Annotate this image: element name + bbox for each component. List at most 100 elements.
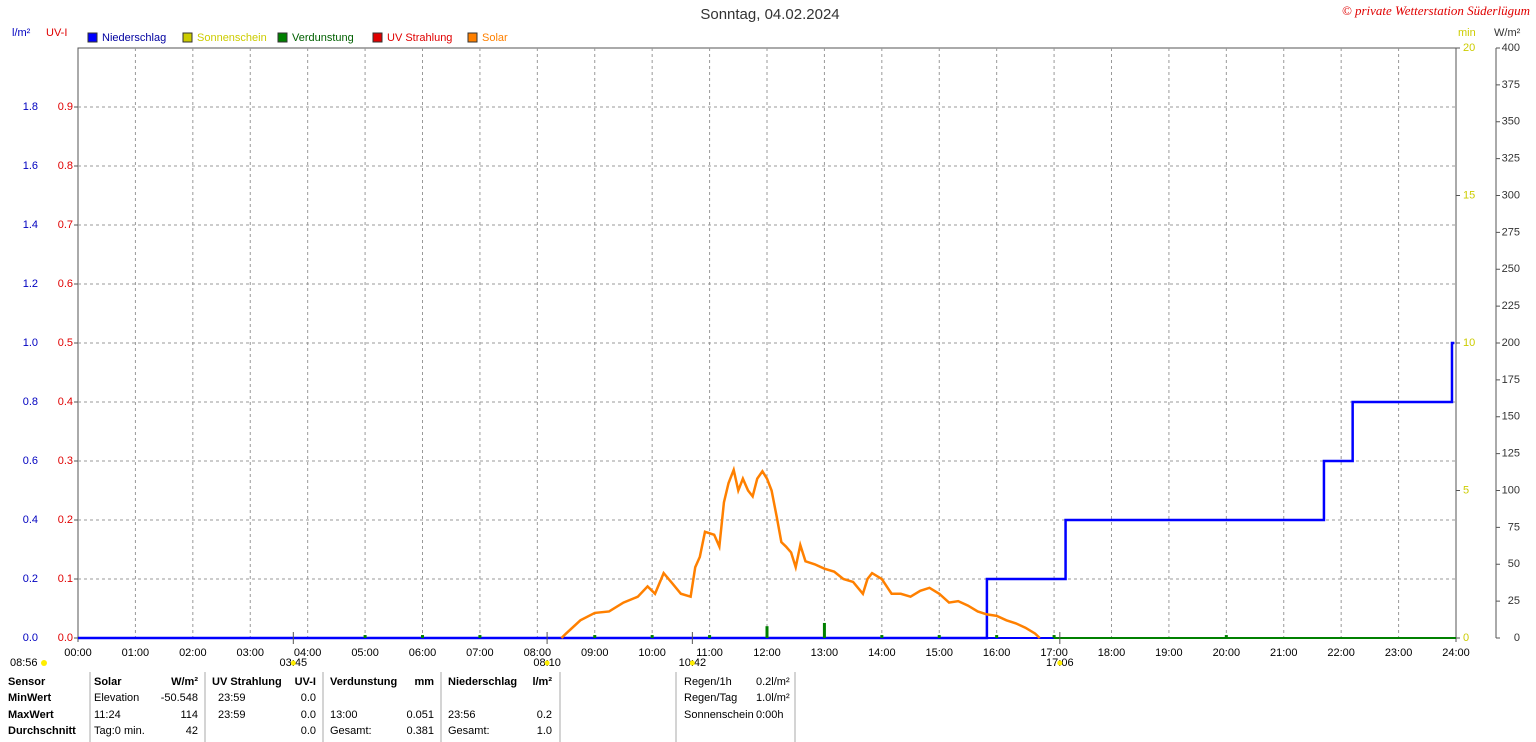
x-tick-label: 09:00	[581, 647, 609, 659]
x-tick-label: 12:00	[753, 647, 781, 659]
x-tick-label: 04:00	[294, 647, 322, 659]
table-cell: 0.0	[301, 692, 316, 704]
evaporation-bar	[478, 635, 482, 638]
table-header: Sensor	[8, 676, 46, 688]
y-tick-label: 0.0	[23, 632, 38, 644]
legend-label: Solar	[482, 32, 508, 44]
table-header: mm	[414, 676, 434, 688]
table-row-label: MinWert	[8, 692, 52, 704]
w-tick-label: 125	[1502, 448, 1520, 460]
uv-tick-label: 0.3	[58, 455, 73, 467]
table-cell: 11:24	[94, 709, 121, 721]
info-value: 0:00h	[756, 709, 784, 721]
x-tick-label: 00:00	[64, 647, 92, 659]
table-cell: Gesamt:	[330, 725, 372, 737]
table-header: Solar	[94, 676, 122, 688]
uv-tick-label: 0.2	[58, 514, 73, 526]
w-tick-label: 225	[1502, 300, 1520, 312]
table-cell: 1.0	[537, 725, 552, 737]
series-line	[78, 341, 1455, 640]
x-tick-label: 21:00	[1270, 647, 1298, 659]
x-tick-label: 07:00	[466, 647, 494, 659]
table-cell: 0.051	[406, 709, 434, 721]
w-tick-label: 300	[1502, 189, 1520, 201]
uv-tick-label: 0.0	[58, 632, 73, 644]
x-tick-label: 17:00	[1040, 647, 1068, 659]
table-cell: 0.381	[406, 725, 434, 737]
min-tick-label: 5	[1463, 484, 1469, 496]
y-tick-label: 0.6	[23, 455, 38, 467]
table-cell: 23:56	[448, 709, 476, 721]
x-tick-label: 19:00	[1155, 647, 1183, 659]
evaporation-bar	[421, 635, 424, 638]
evaporation-bar	[822, 622, 826, 638]
w-tick-label: 75	[1508, 521, 1520, 533]
x-tick-label: 08:00	[524, 647, 552, 659]
evaporation-bar	[765, 626, 769, 638]
legend-label: Niederschlag	[102, 32, 166, 44]
x-tick-label: 10:00	[638, 647, 666, 659]
min-tick-label: 10	[1463, 337, 1475, 349]
chart-title: Sonntag, 04.02.2024	[700, 6, 839, 23]
x-tick-label: 14:00	[868, 647, 896, 659]
x-tick-label: 24:00	[1442, 647, 1470, 659]
info-value: 1.0l/m²	[756, 692, 790, 704]
uv-tick-label: 0.1	[58, 573, 73, 585]
evaporation-bar	[937, 635, 941, 638]
evaporation-bar	[650, 635, 654, 638]
y-tick-label: 1.4	[23, 219, 38, 231]
x-tick-label: 15:00	[925, 647, 953, 659]
x-tick-label: 01:00	[122, 647, 150, 659]
w-tick-label: 275	[1502, 226, 1520, 238]
evaporation-bar	[995, 635, 999, 638]
min-axis-unit: min	[1458, 27, 1476, 39]
w-tick-label: 100	[1502, 484, 1520, 496]
w-tick-label: 150	[1502, 411, 1520, 423]
marker-dot	[544, 660, 550, 666]
x-tick-label: 03:00	[236, 647, 264, 659]
evaporation-bar	[880, 635, 884, 638]
table-row-label: Durchschnitt	[8, 725, 76, 737]
table-cell: 23:59	[218, 709, 246, 721]
legend-swatch	[467, 32, 478, 43]
x-tick-label: 18:00	[1098, 647, 1126, 659]
x-tick-label: 11:00	[696, 647, 723, 659]
y-tick-label: 0.8	[23, 396, 38, 408]
table-cell: -50.548	[161, 692, 198, 704]
table-header: UV Strahlung	[212, 676, 282, 688]
table-cell: Tag:0 min.	[94, 725, 145, 737]
w-tick-label: 325	[1502, 153, 1520, 165]
min-tick-label: 0	[1463, 632, 1469, 644]
x-tick-label: 13:00	[811, 647, 839, 659]
x-tick-label: 02:00	[179, 647, 207, 659]
x-tick-label: 05:00	[351, 647, 379, 659]
y-axis-unit: l/m²	[12, 27, 31, 39]
uv-axis-unit: UV-I	[46, 27, 67, 39]
table-cell: 13:00	[330, 709, 358, 721]
uv-tick-label: 0.5	[58, 337, 73, 349]
y-tick-label: 1.8	[23, 101, 38, 113]
table-header: W/m²	[171, 676, 198, 688]
table-row-label: MaxWert	[8, 709, 54, 721]
info-label: Regen/1h	[684, 676, 732, 688]
table-header: l/m²	[532, 676, 552, 688]
table-cell: 0.2	[537, 709, 552, 721]
uv-tick-label: 0.6	[58, 278, 73, 290]
y-tick-label: 1.0	[23, 337, 38, 349]
table-cell: 42	[186, 725, 198, 737]
table-header: Verdunstung	[330, 676, 397, 688]
min-tick-label: 15	[1463, 189, 1475, 201]
y-tick-label: 0.2	[23, 573, 38, 585]
x-tick-label: 16:00	[983, 647, 1011, 659]
marker-dot	[1057, 660, 1063, 666]
evaporation-bar	[593, 635, 597, 638]
evaporation-bar	[363, 635, 367, 638]
w-tick-label: 0	[1514, 632, 1520, 644]
table-cell: 0.0	[301, 725, 316, 737]
legend-label: Sonnenschein	[197, 32, 267, 44]
w-tick-label: 200	[1502, 337, 1520, 349]
w-tick-label: 50	[1508, 558, 1520, 570]
uv-tick-label: 0.4	[58, 396, 73, 408]
day-length: 08:56	[10, 657, 38, 669]
sun-icon	[41, 660, 47, 666]
